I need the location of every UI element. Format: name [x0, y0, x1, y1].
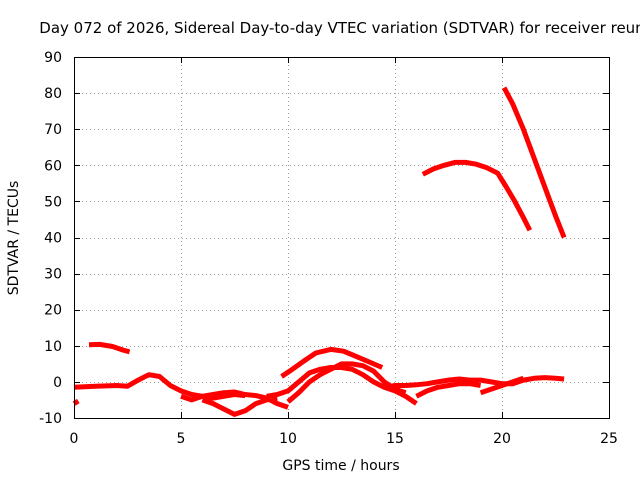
x-tick-label: 5	[177, 431, 186, 447]
series-track-c	[88, 341, 131, 355]
series-track-h	[286, 361, 407, 404]
y-tick-label: 70	[44, 122, 62, 138]
x-axis-label: GPS time / hours	[282, 458, 399, 474]
series-track-m	[501, 86, 567, 239]
series-track-l	[421, 159, 533, 232]
series-track-i	[383, 375, 565, 390]
y-axis-label: SDTVAR / TECUs	[6, 181, 22, 296]
x-tick-label: 10	[279, 431, 297, 447]
x-tick-label: 15	[386, 431, 404, 447]
y-tick-label: 0	[53, 375, 62, 391]
x-tick-label: 25	[600, 431, 618, 447]
series-track-j	[415, 381, 482, 399]
series-track-e	[201, 395, 278, 417]
x-tick-label: 20	[493, 431, 511, 447]
y-tick-label: 40	[44, 231, 62, 247]
y-tick-label: -10	[39, 411, 62, 427]
series-track-b	[73, 372, 246, 401]
x-tick-label: 0	[70, 431, 79, 447]
data-series	[72, 86, 567, 417]
x-tick-labels: 0 5 10 15 20 25	[70, 431, 618, 447]
y-tick-label: 60	[44, 158, 62, 174]
chart-title: Day 072 of 2026, Sidereal Day-to-day VTE…	[39, 19, 640, 37]
y-tick-label: 50	[44, 194, 62, 210]
grid	[74, 57, 609, 418]
series-track-k	[479, 375, 525, 396]
y-tick-labels: -10 0 10 20 30 40 50 60 70 80 90	[39, 50, 62, 427]
y-tick-label: 90	[44, 50, 62, 66]
y-tick-label: 80	[44, 86, 62, 102]
series-track-g	[280, 346, 384, 379]
y-tick-label: 20	[44, 303, 62, 319]
y-tick-label: 10	[44, 339, 62, 355]
axis-ticks	[74, 57, 610, 419]
y-tick-label: 30	[44, 267, 62, 283]
